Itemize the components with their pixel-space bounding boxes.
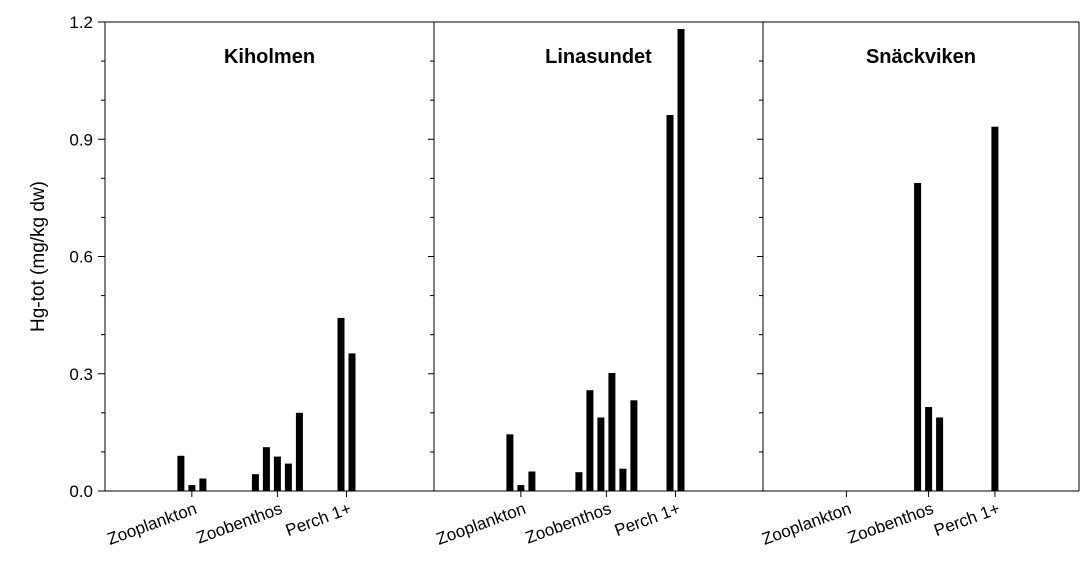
bar <box>284 463 292 491</box>
panel-title: Linasundet <box>545 46 652 68</box>
y-tick-label: 0.6 <box>69 248 93 267</box>
bar <box>677 29 685 491</box>
bar <box>597 417 605 491</box>
x-tick-label: Perch 1+ <box>612 499 683 540</box>
bar <box>177 455 185 491</box>
bar <box>914 183 922 491</box>
x-tick-label: Perch 1+ <box>283 499 354 540</box>
bar <box>608 373 616 491</box>
x-tick-label: Zooplankton <box>759 499 853 549</box>
bar <box>348 353 356 491</box>
bar <box>251 474 259 491</box>
bar <box>575 472 583 491</box>
x-tick-label: Zoobenthos <box>845 499 936 548</box>
bar <box>991 126 999 491</box>
x-tick-label: Perch 1+ <box>931 499 1002 540</box>
bar <box>199 478 207 491</box>
panel-title: Kiholmen <box>224 46 315 68</box>
bar <box>528 471 536 491</box>
y-tick-label: 0.0 <box>69 482 93 501</box>
bar <box>188 485 196 491</box>
bar <box>619 468 627 491</box>
bar <box>666 115 674 491</box>
bar <box>506 434 514 491</box>
bar <box>925 407 933 491</box>
bar <box>337 317 345 491</box>
bar <box>295 412 303 491</box>
y-tick-label: 0.9 <box>69 130 93 149</box>
bar <box>262 447 270 491</box>
bar <box>273 456 281 491</box>
bar <box>936 417 944 491</box>
bar <box>517 485 525 491</box>
x-tick-label: Zooplankton <box>434 499 528 549</box>
bar <box>630 400 638 491</box>
y-tick-label: 0.3 <box>69 365 93 384</box>
panel-title: Snäckviken <box>866 46 976 68</box>
x-tick-label: Zoobenthos <box>194 499 285 548</box>
x-tick-label: Zoobenthos <box>523 499 614 548</box>
x-tick-label: Zooplankton <box>105 499 199 549</box>
y-axis-title: Hg-tot (mg/kg dw) <box>28 181 49 332</box>
bar <box>586 390 594 491</box>
y-tick-label: 1.2 <box>69 13 93 32</box>
